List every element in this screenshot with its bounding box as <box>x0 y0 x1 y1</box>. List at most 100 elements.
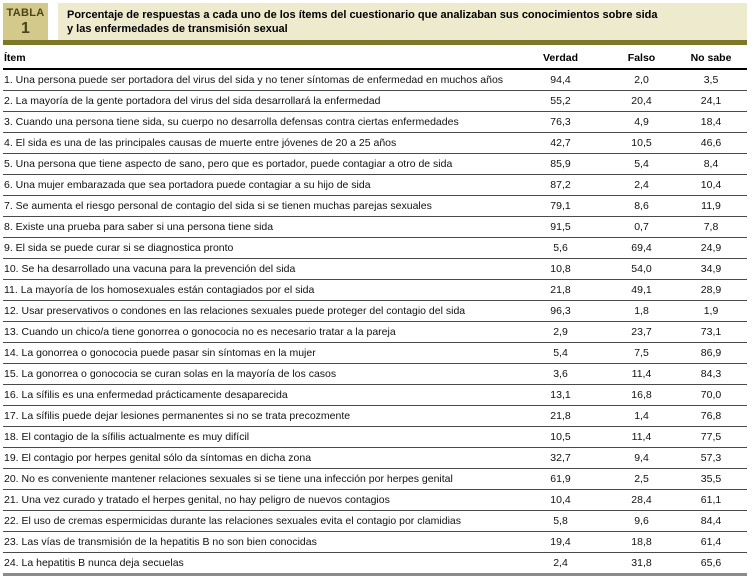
table-row: 22. El uso de cremas espermicidas durant… <box>3 510 747 532</box>
row-falso-value: 2,4 <box>608 174 675 196</box>
row-nosabe-value: 61,4 <box>675 531 747 553</box>
row-nosabe-value: 73,1 <box>675 321 747 343</box>
row-item-text: 19. El contagio por herpes genital sólo … <box>3 447 513 469</box>
table-row: 1. Una persona puede ser portadora del v… <box>3 69 747 91</box>
row-item-text: 2. La mayoría de la gente portadora del … <box>3 90 513 112</box>
row-verdad-value: 10,5 <box>513 426 608 448</box>
row-verdad-value: 10,8 <box>513 258 608 280</box>
row-verdad-value: 96,3 <box>513 300 608 322</box>
row-falso-value: 1,8 <box>608 300 675 322</box>
row-nosabe-value: 86,9 <box>675 342 747 364</box>
row-falso-value: 1,4 <box>608 405 675 427</box>
row-item-text: 22. El uso de cremas espermicidas durant… <box>3 510 513 532</box>
row-verdad-value: 79,1 <box>513 195 608 217</box>
table-row: 8. Existe una prueba para saber si una p… <box>3 216 747 238</box>
row-falso-value: 2,5 <box>608 468 675 490</box>
table-row: 4. El sida es una de las principales cau… <box>3 132 747 154</box>
column-header-item: Ítem <box>3 45 513 70</box>
row-nosabe-value: 35,5 <box>675 468 747 490</box>
header-gap <box>48 3 58 40</box>
row-verdad-value: 91,5 <box>513 216 608 238</box>
row-item-text: 17. La sífilis puede dejar lesiones perm… <box>3 405 513 427</box>
row-nosabe-value: 34,9 <box>675 258 747 280</box>
row-falso-value: 16,8 <box>608 384 675 406</box>
row-item-text: 3. Cuando una persona tiene sida, su cue… <box>3 111 513 133</box>
row-verdad-value: 2,9 <box>513 321 608 343</box>
row-nosabe-value: 65,6 <box>675 552 747 576</box>
row-verdad-value: 3,6 <box>513 363 608 385</box>
row-nosabe-value: 1,9 <box>675 300 747 322</box>
row-item-text: 13. Cuando un chico/a tiene gonorrea o g… <box>3 321 513 343</box>
table-row: 15. La gonorrea o gonococia se curan sol… <box>3 363 747 385</box>
row-item-text: 8. Existe una prueba para saber si una p… <box>3 216 513 238</box>
row-item-text: 9. El sida se puede curar si se diagnost… <box>3 237 513 259</box>
table-label-number: 1 <box>21 20 30 37</box>
table-row: 17. La sífilis puede dejar lesiones perm… <box>3 405 747 427</box>
table-row: 16. La sífilis es una enfermedad práctic… <box>3 384 747 406</box>
table-title-line2: y las enfermedades de transmisión sexual <box>67 23 288 35</box>
table-row: 23. Las vías de transmisión de la hepati… <box>3 531 747 553</box>
row-falso-value: 31,8 <box>608 552 675 576</box>
row-verdad-value: 21,8 <box>513 405 608 427</box>
row-verdad-value: 5,6 <box>513 237 608 259</box>
table-row: 21. Una vez curado y tratado el herpes g… <box>3 489 747 511</box>
header-divider-bar <box>3 40 747 45</box>
row-verdad-value: 13,1 <box>513 384 608 406</box>
table-row: 5. Una persona que tiene aspecto de sano… <box>3 153 747 175</box>
row-verdad-value: 19,4 <box>513 531 608 553</box>
row-falso-value: 5,4 <box>608 153 675 175</box>
table-row: 20. No es conveniente mantener relacione… <box>3 468 747 490</box>
row-verdad-value: 2,4 <box>513 552 608 576</box>
row-nosabe-value: 84,4 <box>675 510 747 532</box>
row-nosabe-value: 84,3 <box>675 363 747 385</box>
row-nosabe-value: 57,3 <box>675 447 747 469</box>
row-falso-value: 8,6 <box>608 195 675 217</box>
table-row: 3. Cuando una persona tiene sida, su cue… <box>3 111 747 133</box>
row-nosabe-value: 8,4 <box>675 153 747 175</box>
row-verdad-value: 42,7 <box>513 132 608 154</box>
row-item-text: 24. La hepatitis B nunca deja secuelas <box>3 552 513 576</box>
table-number-badge: TABLA 1 <box>3 3 48 40</box>
row-item-text: 4. El sida es una de las principales cau… <box>3 132 513 154</box>
row-item-text: 12. Usar preservativos o condones en las… <box>3 300 513 322</box>
table-title-line1: Porcentaje de respuestas a cada uno de l… <box>67 9 658 21</box>
row-verdad-value: 94,4 <box>513 69 608 91</box>
row-falso-value: 10,5 <box>608 132 675 154</box>
row-falso-value: 49,1 <box>608 279 675 301</box>
data-table: Ítem Verdad Falso No sabe 1. Una persona… <box>3 45 747 576</box>
row-nosabe-value: 61,1 <box>675 489 747 511</box>
row-item-text: 10. Se ha desarrollado una vacuna para l… <box>3 258 513 280</box>
row-nosabe-value: 46,6 <box>675 132 747 154</box>
column-header-row: Ítem Verdad Falso No sabe <box>3 45 747 70</box>
row-item-text: 7. Se aumenta el riesgo personal de cont… <box>3 195 513 217</box>
table-row: 24. La hepatitis B nunca deja secuelas 2,… <box>3 552 747 576</box>
row-nosabe-value: 70,0 <box>675 384 747 406</box>
table-title: Porcentaje de respuestas a cada uno de l… <box>58 3 747 40</box>
row-nosabe-value: 28,9 <box>675 279 747 301</box>
row-verdad-value: 32,7 <box>513 447 608 469</box>
row-verdad-value: 76,3 <box>513 111 608 133</box>
table-row: 12. Usar preservativos o condones en las… <box>3 300 747 322</box>
row-verdad-value: 61,9 <box>513 468 608 490</box>
row-verdad-value: 5,4 <box>513 342 608 364</box>
row-verdad-value: 10,4 <box>513 489 608 511</box>
table-label-word: TABLA <box>6 7 45 19</box>
table-row: 14. La gonorrea o gonococia puede pasar … <box>3 342 747 364</box>
row-nosabe-value: 10,4 <box>675 174 747 196</box>
row-nosabe-value: 7,8 <box>675 216 747 238</box>
row-verdad-value: 5,8 <box>513 510 608 532</box>
row-falso-value: 23,7 <box>608 321 675 343</box>
row-falso-value: 18,8 <box>608 531 675 553</box>
row-item-text: 15. La gonorrea o gonococia se curan sol… <box>3 363 513 385</box>
row-falso-value: 69,4 <box>608 237 675 259</box>
table-row: 2. La mayoría de la gente portadora del … <box>3 90 747 112</box>
row-verdad-value: 85,9 <box>513 153 608 175</box>
row-item-text: 14. La gonorrea o gonococia puede pasar … <box>3 342 513 364</box>
row-falso-value: 9,4 <box>608 447 675 469</box>
row-falso-value: 54,0 <box>608 258 675 280</box>
table-row: 9. El sida se puede curar si se diagnost… <box>3 237 747 259</box>
table-row: 19. El contagio por herpes genital sólo … <box>3 447 747 469</box>
row-item-text: 11. La mayoría de los homosexuales están… <box>3 279 513 301</box>
row-verdad-value: 55,2 <box>513 90 608 112</box>
row-nosabe-value: 18,4 <box>675 111 747 133</box>
